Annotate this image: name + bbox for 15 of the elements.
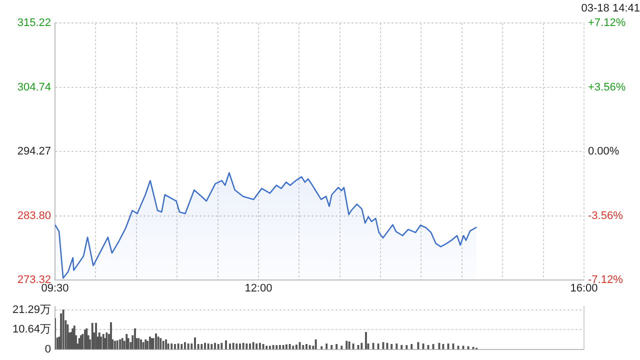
x-tick-label: 09:30: [41, 282, 69, 295]
y2-tick-label: +7.12%: [588, 17, 626, 30]
y-tick-label: 0: [44, 343, 51, 356]
y-tick-label: 304.74: [17, 81, 51, 94]
y-tick-label: 315.22: [17, 17, 51, 30]
y-tick-label: 294.27: [17, 146, 51, 158]
y-tick-label: 21.29万: [12, 304, 51, 316]
y2-tick-label: -3.56%: [588, 210, 624, 222]
y-tick-label: 283.80: [17, 210, 51, 222]
y2-tick-label: 0.00%: [588, 146, 620, 158]
y-tick-label: 10.64万: [12, 324, 51, 336]
text: 03-18 14:41: [581, 2, 640, 15]
x-tick-label: 12:00: [244, 282, 272, 295]
x-tick-label: 16:00: [570, 282, 598, 295]
y2-tick-label: +3.56%: [588, 81, 626, 94]
